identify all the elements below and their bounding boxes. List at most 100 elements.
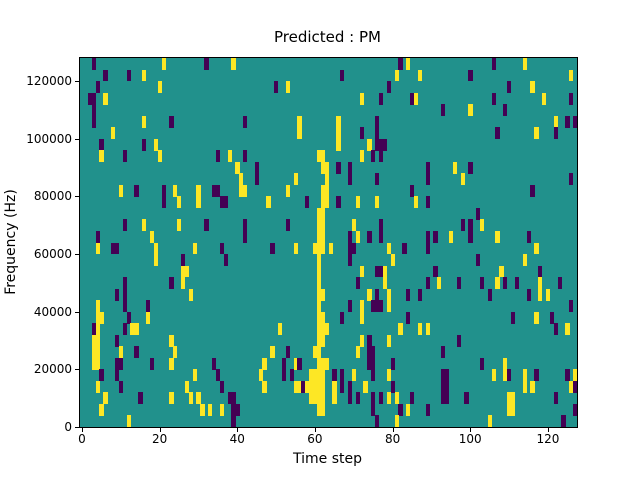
heatmap-cell xyxy=(363,380,368,393)
heatmap-cell xyxy=(320,207,325,220)
heatmap-cell xyxy=(95,357,100,370)
heatmap-cell xyxy=(118,346,124,359)
heatmap-cell xyxy=(425,196,430,209)
heatmap-cell xyxy=(320,161,325,174)
heatmap-cell xyxy=(180,265,186,278)
x-tick-label: 120 xyxy=(536,432,560,446)
heatmap-cell xyxy=(386,392,391,405)
heatmap-cell xyxy=(367,288,372,301)
heatmap-cell xyxy=(468,219,473,232)
heatmap-cell xyxy=(340,380,345,393)
heatmap-cell xyxy=(491,92,496,105)
heatmap-cell xyxy=(433,230,438,243)
heatmap-cell xyxy=(231,403,236,416)
heatmap-cell xyxy=(142,115,147,128)
heatmap-cell xyxy=(293,380,298,393)
y-tick-mark xyxy=(75,196,79,198)
heatmap-cell xyxy=(367,138,372,151)
heatmap-cell xyxy=(479,219,485,232)
heatmap-cell xyxy=(142,138,147,151)
y-tick-mark xyxy=(75,311,79,313)
heatmap-cell xyxy=(444,380,450,393)
heatmap-cell xyxy=(316,380,322,393)
heatmap-cell xyxy=(118,357,124,370)
heatmap-cell xyxy=(553,323,558,336)
heatmap-cell xyxy=(215,184,221,197)
heatmap-cell xyxy=(534,127,539,140)
heatmap-cell xyxy=(320,380,325,393)
heatmap-cell xyxy=(526,288,531,301)
heatmap-cell xyxy=(95,242,100,255)
heatmap-cell xyxy=(285,219,291,232)
heatmap-cell xyxy=(122,277,127,289)
heatmap-cell xyxy=(111,242,116,255)
heatmap-cell xyxy=(184,265,190,278)
heatmap-cell xyxy=(219,196,225,209)
heatmap-cell xyxy=(134,323,139,336)
y-tick-mark xyxy=(75,138,79,140)
x-tick-label: 40 xyxy=(229,432,245,446)
heatmap-cell xyxy=(375,173,380,186)
heatmap-cell xyxy=(378,230,384,243)
heatmap-cell xyxy=(367,230,372,243)
x-tick-label: 0 xyxy=(78,432,86,446)
heatmap-cell xyxy=(476,207,481,220)
chart-title: Predicted : PM xyxy=(274,28,381,46)
heatmap-cell xyxy=(316,334,322,347)
heatmap-cell xyxy=(316,265,322,278)
heatmap-cell xyxy=(510,403,516,416)
heatmap-cell xyxy=(320,184,325,197)
heatmap-cell xyxy=(320,392,325,405)
heatmap-cell xyxy=(507,369,512,382)
heatmap-cell xyxy=(371,150,376,163)
heatmap-cell xyxy=(219,403,225,416)
heatmap-cell xyxy=(142,69,147,82)
heatmap-cell xyxy=(243,184,248,197)
heatmap-cells xyxy=(80,58,577,427)
heatmap-cell xyxy=(243,230,248,243)
heatmap-cell xyxy=(371,346,376,359)
heatmap-cell xyxy=(169,334,174,347)
heatmap-cell xyxy=(316,288,322,301)
heatmap-cell xyxy=(479,357,485,370)
heatmap-cell xyxy=(114,242,120,255)
heatmap-cell xyxy=(378,300,384,313)
heatmap-cell xyxy=(425,230,430,243)
heatmap-cell xyxy=(312,380,318,393)
heatmap-cell xyxy=(359,92,364,105)
heatmap-cell xyxy=(188,392,193,405)
heatmap-cell xyxy=(398,323,403,336)
heatmap-cell xyxy=(367,357,372,370)
heatmap-cell xyxy=(192,242,197,255)
heatmap-cell xyxy=(103,392,108,405)
heatmap-cell xyxy=(196,392,201,405)
heatmap-cell xyxy=(324,173,329,186)
heatmap-cell xyxy=(149,230,155,243)
heatmap-cell xyxy=(351,219,357,232)
heatmap-cell xyxy=(262,380,267,393)
y-tick-label: 0 xyxy=(64,420,72,434)
heatmap-cell xyxy=(390,357,395,370)
heatmap-cell xyxy=(262,357,267,370)
x-tick-mark xyxy=(392,428,394,432)
heatmap-cell xyxy=(375,288,380,301)
heatmap-cell xyxy=(569,173,574,186)
heatmap-cell xyxy=(367,334,372,347)
heatmap-cell xyxy=(441,392,446,405)
x-tick-mark xyxy=(314,428,316,432)
heatmap-cell xyxy=(169,392,174,405)
heatmap-cell xyxy=(320,288,325,301)
heatmap-cell xyxy=(382,138,388,151)
heatmap-cell xyxy=(324,323,329,336)
heatmap-cell xyxy=(340,311,345,324)
heatmap-cell xyxy=(95,380,100,393)
heatmap-cell xyxy=(169,277,174,289)
heatmap-cell xyxy=(437,277,442,289)
heatmap-cell xyxy=(386,242,391,255)
heatmap-cell xyxy=(316,311,322,324)
heatmap-cell xyxy=(378,92,384,105)
heatmap-cell xyxy=(507,403,512,416)
heatmap-cell xyxy=(371,392,376,405)
heatmap-cell xyxy=(425,323,430,336)
